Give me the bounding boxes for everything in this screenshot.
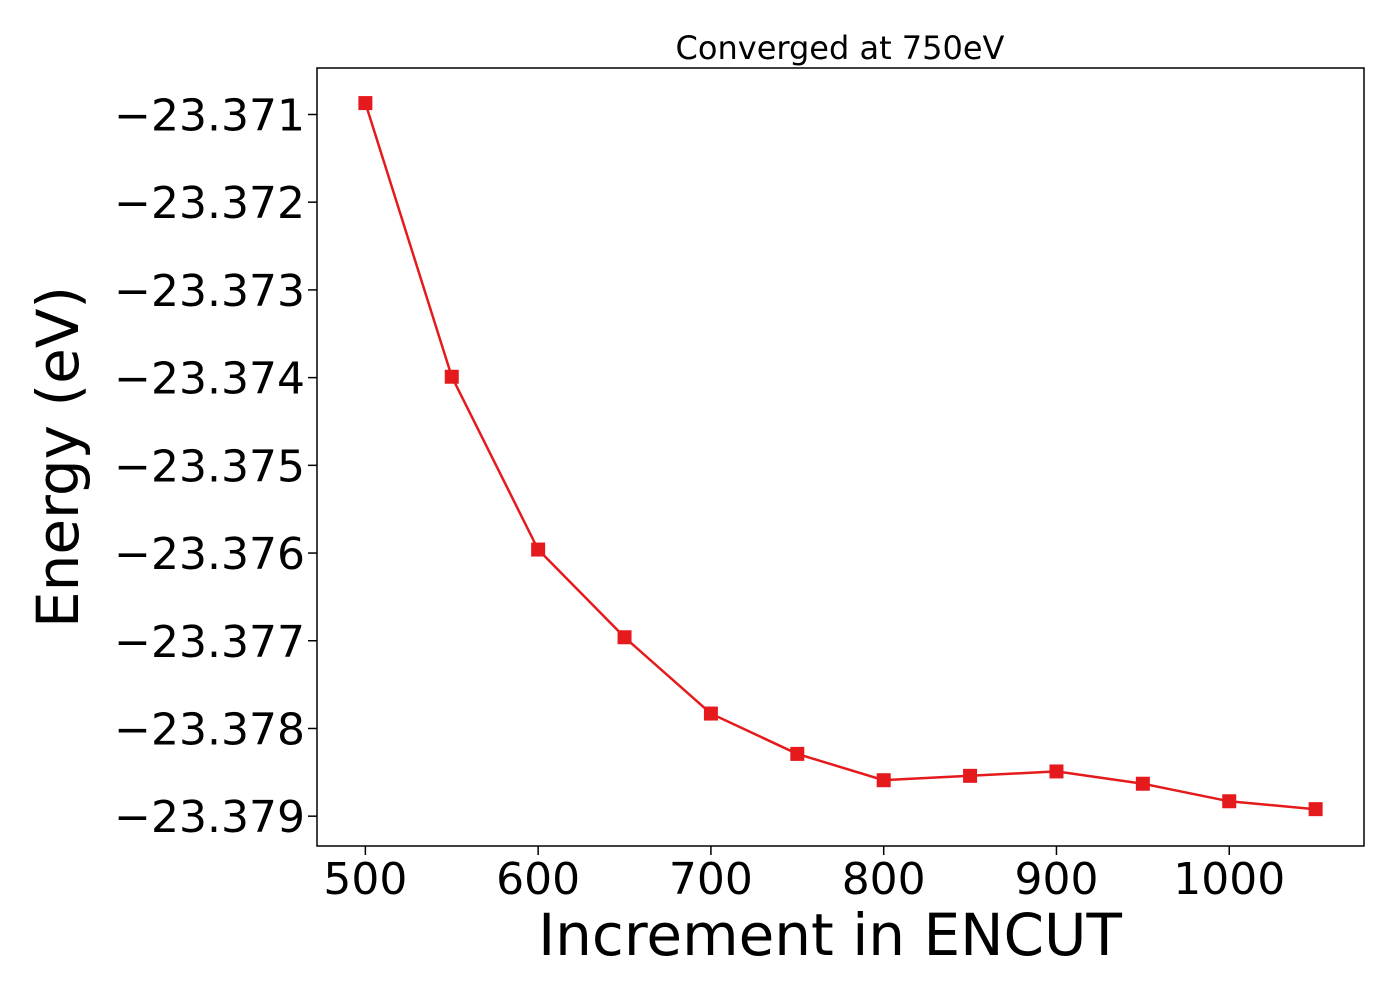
- y-tick-label: −23.372: [114, 178, 305, 229]
- data-point-marker: [1222, 794, 1237, 809]
- data-point-marker: [1135, 776, 1150, 791]
- y-tick-label: −23.376: [114, 529, 305, 580]
- data-point-marker: [963, 768, 978, 783]
- y-tick-label: −23.375: [114, 441, 305, 492]
- y-tick-label: −23.373: [114, 266, 305, 317]
- data-point-marker: [790, 746, 805, 761]
- x-tick-label: 800: [842, 854, 926, 905]
- y-axis: −23.371 −23.372 −23.373 −23.374 −23.375 −23.3…: [114, 90, 317, 843]
- data-point-marker: [1049, 764, 1064, 779]
- y-tick-label: −23.378: [114, 704, 305, 755]
- data-point-marker: [617, 630, 632, 645]
- data-point-marker: [703, 706, 718, 721]
- y-tick-label: −23.377: [114, 617, 305, 668]
- data-point-marker: [876, 773, 891, 788]
- data-point-marker: [1308, 802, 1323, 817]
- x-tick-label: 700: [669, 854, 753, 905]
- data-point-marker: [444, 369, 459, 384]
- data-point-marker: [531, 542, 546, 557]
- y-tick-label: −23.374: [114, 354, 305, 405]
- x-tick-label: 900: [1014, 854, 1098, 905]
- y-axis-label: Energy (eV): [24, 286, 92, 628]
- y-tick-label: −23.379: [114, 792, 305, 843]
- x-axis-label: Increment in ENCUT: [538, 901, 1122, 969]
- x-tick-label: 600: [496, 854, 580, 905]
- x-axis: 500 600 700 800 900 1000: [323, 846, 1285, 905]
- x-tick-label: 1000: [1173, 854, 1285, 905]
- series-markers: [358, 96, 1323, 817]
- chart-title: Converged at 750eV: [676, 29, 1005, 67]
- x-tick-label: 500: [323, 854, 407, 905]
- series-line: [364, 102, 1316, 811]
- y-tick-label: −23.371: [114, 90, 305, 141]
- data-point-marker: [358, 96, 373, 111]
- plot-area: [316, 67, 1365, 847]
